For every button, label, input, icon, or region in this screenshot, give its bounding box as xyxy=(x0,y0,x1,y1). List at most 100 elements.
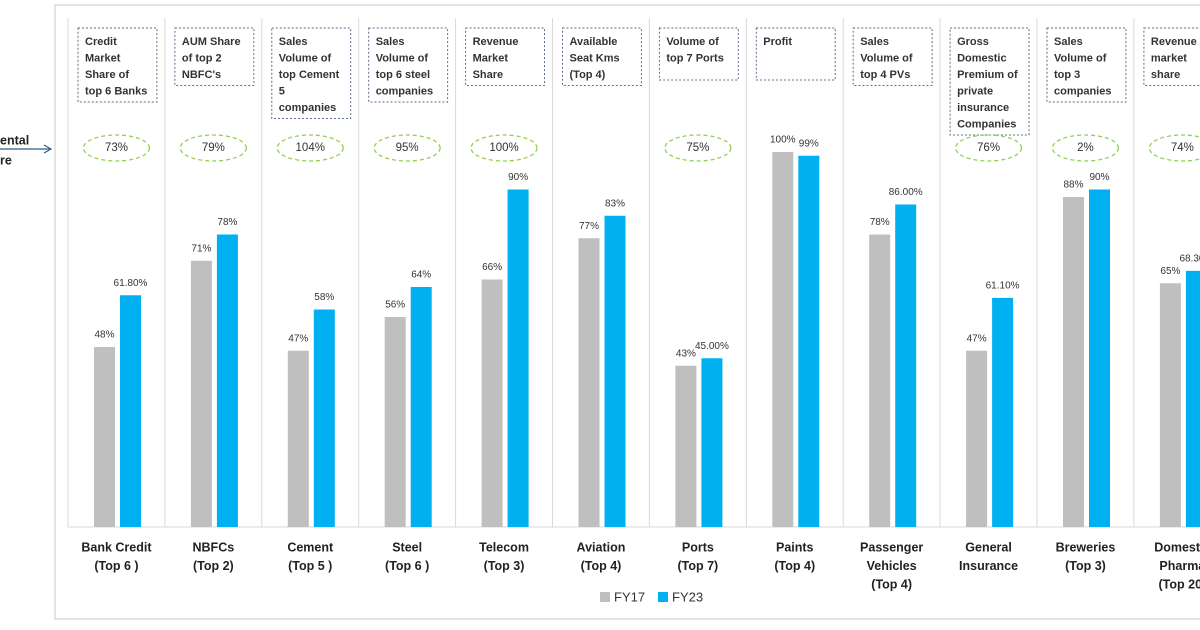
x-tick-label: (Top 20) xyxy=(1159,577,1200,591)
header-text: Market xyxy=(85,52,121,64)
header-text: Sales xyxy=(1054,36,1083,48)
header-text: Revenue xyxy=(473,36,519,48)
bar xyxy=(94,347,115,527)
x-tick-label: (Top 6 ) xyxy=(94,559,138,573)
value-label: 65% xyxy=(1160,266,1180,277)
x-tick-label: Bank Credit xyxy=(81,540,152,554)
header-text: Seat Kms xyxy=(570,52,620,64)
x-tick-label: (Top 7) xyxy=(677,559,718,573)
bar xyxy=(1185,270,1200,527)
x-tick-label: (Top 4) xyxy=(871,577,912,591)
header-text: Sales xyxy=(860,36,889,48)
growth-ellipse xyxy=(470,134,538,162)
header-text: top 4 PVs xyxy=(860,69,910,81)
bar xyxy=(1089,189,1110,527)
header-text: Share xyxy=(473,69,504,81)
value-label: 78% xyxy=(870,217,890,228)
header-box xyxy=(77,27,158,103)
x-tick-label: Cement xyxy=(287,540,334,554)
bar xyxy=(481,279,503,527)
growth-label: 79% xyxy=(202,142,225,154)
growth-ellipse xyxy=(954,134,1023,162)
x-tick-label: (Top 6 ) xyxy=(385,559,429,573)
bar xyxy=(507,189,529,527)
header-text: top 3 xyxy=(1054,69,1080,81)
header-text: top Cement xyxy=(279,69,340,81)
header-text: companies xyxy=(279,102,336,114)
x-tick-label: Domestic xyxy=(1154,540,1200,554)
bar xyxy=(1063,197,1084,527)
header-text: share xyxy=(1151,69,1180,81)
growth-label: 73% xyxy=(105,142,128,154)
value-label: 90% xyxy=(508,172,528,183)
x-tick-label: Insurance xyxy=(959,559,1018,573)
header-text: Domestic xyxy=(957,52,1007,64)
legend-label: FY23 xyxy=(672,589,703,604)
value-label: 77% xyxy=(579,221,599,232)
x-tick-label: (Top 3) xyxy=(1065,559,1106,573)
header-box xyxy=(271,27,352,119)
legend-swatch xyxy=(600,592,610,602)
header-text: Profit xyxy=(763,36,792,48)
x-tick-label: Ports xyxy=(682,540,714,554)
value-label: 68.30% xyxy=(1179,254,1200,265)
growth-ellipse xyxy=(276,134,344,162)
x-tick-label: Paints xyxy=(776,540,814,554)
value-label: 43% xyxy=(676,348,696,359)
header-text: NBFC's xyxy=(182,69,221,81)
legend-swatch xyxy=(658,592,668,602)
value-label: 78% xyxy=(217,217,237,228)
growth-label: 2% xyxy=(1077,142,1094,154)
bar xyxy=(604,215,626,527)
header-box xyxy=(465,27,546,86)
bar xyxy=(798,155,820,527)
growth-label: 76% xyxy=(977,142,1000,154)
header-box xyxy=(368,27,449,103)
value-label: 71% xyxy=(191,243,211,254)
value-label: 83% xyxy=(605,198,625,209)
growth-ellipse xyxy=(664,134,732,162)
value-label: 61.80% xyxy=(114,278,148,289)
growth-ellipse xyxy=(1148,134,1200,162)
bar xyxy=(1159,283,1181,527)
header-text: Volume of xyxy=(376,52,429,64)
growth-ellipse xyxy=(82,134,151,162)
value-label: 47% xyxy=(288,333,308,344)
header-text: Revenue xyxy=(1151,36,1197,48)
header-text: insurance xyxy=(957,102,1009,114)
header-text: Share of xyxy=(85,69,129,81)
header-text: (Top 4) xyxy=(570,69,606,81)
side-label: ental xyxy=(0,133,29,147)
value-label: 64% xyxy=(411,270,431,281)
value-label: 90% xyxy=(1089,172,1109,183)
legend-label: FY17 xyxy=(614,589,645,604)
value-label: 66% xyxy=(482,262,502,273)
growth-label: 74% xyxy=(1171,142,1194,154)
x-tick-label: Vehicles xyxy=(867,559,917,573)
value-label: 48% xyxy=(94,330,114,341)
value-label: 100% xyxy=(770,135,796,146)
growth-label: 95% xyxy=(396,142,419,154)
value-label: 61.10% xyxy=(986,281,1020,292)
value-label: 56% xyxy=(385,300,405,311)
header-text: AUM Share xyxy=(182,36,241,48)
header-text: Available xyxy=(570,36,618,48)
bar xyxy=(578,238,600,527)
header-text: Sales xyxy=(376,36,405,48)
value-label: 45.00% xyxy=(695,341,729,352)
arrow-head xyxy=(43,144,53,154)
header-text: top 6 Banks xyxy=(85,85,147,97)
x-tick-label: Passenger xyxy=(860,540,923,554)
bar xyxy=(772,152,794,527)
header-text: Volume of xyxy=(860,52,913,64)
header-text: companies xyxy=(1054,85,1111,97)
x-tick-label: Telecom xyxy=(479,540,529,554)
bar xyxy=(675,365,697,527)
header-text: Volume of xyxy=(279,52,332,64)
x-tick-label: (Top 3) xyxy=(484,559,525,573)
header-box xyxy=(658,27,739,81)
header-text: Credit xyxy=(85,36,117,48)
header-text: companies xyxy=(376,85,433,97)
header-text: of top 2 xyxy=(182,52,222,64)
header-text: Market xyxy=(473,52,509,64)
